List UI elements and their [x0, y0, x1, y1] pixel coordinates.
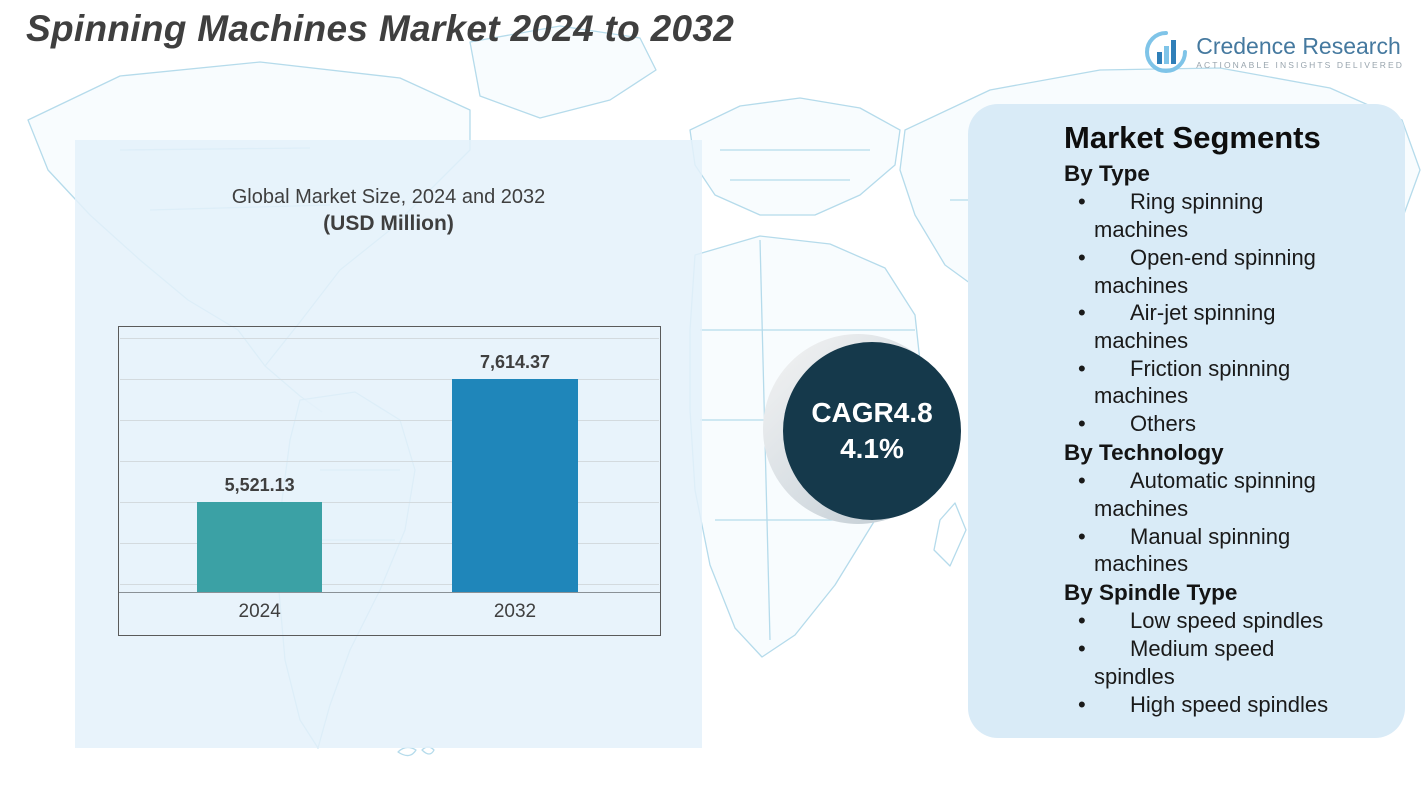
bar-chart-plot: 5,521.13 2024 7,614.37 2032 [118, 326, 661, 636]
chart-title-line2: (USD Million) [323, 212, 454, 235]
segment-group-heading: By Spindle Type [1064, 580, 1238, 606]
segment-groups: By TypeRing spinning machinesOpen-end sp… [1064, 160, 1349, 718]
gridline [120, 338, 659, 339]
bar-value-label: 5,521.13 [224, 475, 295, 495]
page-title: Spinning Machines Market 2024 to 2032 [26, 8, 735, 49]
segment-item: Low speed spindles [1064, 607, 1349, 635]
segment-item: Ring spinning machines [1064, 188, 1349, 243]
chart-title-line1: Global Market Size, 2024 and 2032 [231, 186, 546, 208]
segment-item: Open-end spinning machines [1064, 244, 1349, 299]
segment-group-heading: By Technology [1064, 439, 1224, 465]
segment-item: Others [1064, 410, 1349, 438]
gridline [120, 461, 659, 462]
segment-item: Air-jet spinning machines [1064, 299, 1349, 354]
logo-text: Credence Research Actionable Insights De… [1196, 32, 1404, 71]
segment-item-list: Automatic spinning machinesManual spinni… [1064, 467, 1349, 578]
bar-rect [452, 379, 578, 592]
gridline [120, 584, 659, 585]
logo-chart-icon [1145, 31, 1188, 73]
chart-title: Global Market Size, 2024 and 2032 (USD M… [75, 184, 702, 237]
bar-2032: 7,614.37 2032 [452, 352, 578, 622]
market-size-chart-panel: Global Market Size, 2024 and 2032 (USD M… [75, 140, 702, 748]
cagr-badge: CAGR4.8 4.1% [763, 334, 961, 524]
gridline [120, 502, 659, 503]
gridline [120, 543, 659, 544]
segment-item-list: Ring spinning machinesOpen-end spinning … [1064, 188, 1349, 437]
segment-item: Manual spinning machines [1064, 523, 1349, 578]
segment-group-heading: By Type [1064, 161, 1150, 186]
x-axis-category-label: 2032 [493, 601, 537, 622]
bar-2024: 5,521.13 2024 [196, 475, 323, 622]
market-segments-panel: Market Segments By TypeRing spinning mac… [968, 104, 1405, 738]
bar-value-label: 7,614.37 [479, 352, 551, 372]
segment-item-list: Low speed spindlesMedium speed spindlesH… [1064, 607, 1349, 718]
credence-research-logo: Credence Research Actionable Insights De… [1144, 30, 1404, 74]
logo-tagline: Actionable Insights Delivered [1196, 59, 1404, 70]
segment-item: Friction spinning machines [1064, 355, 1349, 410]
segment-item: High speed spindles [1064, 691, 1349, 719]
cagr-badge-circle: CAGR4.8 4.1% [783, 342, 961, 520]
bar-rect [196, 502, 323, 592]
gridline [120, 379, 659, 380]
logo-name: Credence Research [1196, 32, 1401, 59]
x-axis-line [119, 592, 660, 593]
segment-item: Medium speed spindles [1064, 635, 1349, 690]
segment-item: Automatic spinning machines [1064, 467, 1349, 522]
cagr-badge-line2: 4.1% [840, 433, 904, 464]
gridline [120, 420, 659, 421]
cagr-badge-line1: CAGR4.8 [811, 396, 933, 428]
segments-panel-title: Market Segments [1064, 120, 1321, 155]
x-axis-category-label: 2024 [238, 601, 281, 622]
